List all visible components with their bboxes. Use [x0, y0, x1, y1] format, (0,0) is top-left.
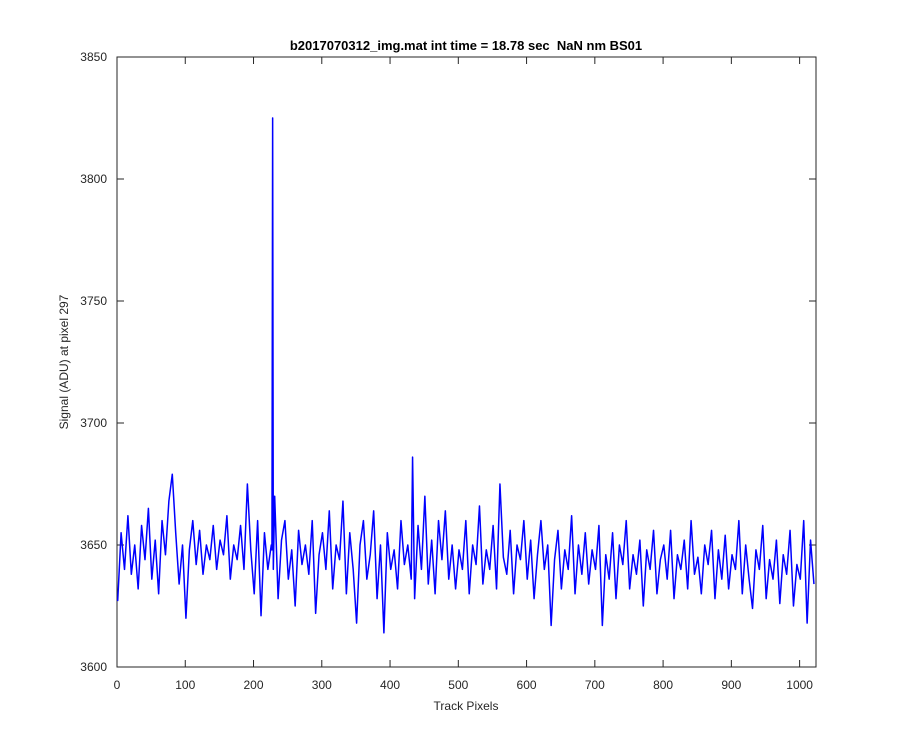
y-tick-label: 3800	[80, 172, 107, 186]
y-tick-label: 3750	[80, 294, 107, 308]
x-tick-label: 400	[380, 678, 400, 692]
x-tick-label: 900	[721, 678, 741, 692]
x-tick-label: 800	[653, 678, 673, 692]
data-line	[116, 117, 815, 634]
x-tick-label: 0	[114, 678, 121, 692]
y-axis-label: Signal (ADU) at pixel 297	[57, 294, 71, 429]
x-axis-label: Track Pixels	[434, 699, 499, 713]
x-tick-label: 1000	[786, 678, 813, 692]
x-tick-label: 100	[175, 678, 195, 692]
y-tick-label: 3850	[80, 50, 107, 64]
chart-title: b2017070312_img.mat int time = 18.78 sec…	[290, 38, 642, 53]
x-tick-label: 300	[312, 678, 332, 692]
x-tick-label: 200	[244, 678, 264, 692]
x-tick-label: 500	[448, 678, 468, 692]
y-tick-label: 3600	[80, 660, 107, 674]
x-tick-label: 700	[585, 678, 605, 692]
plot-frame	[116, 56, 817, 668]
y-tick-label: 3700	[80, 416, 107, 430]
y-tick-label: 3650	[80, 538, 107, 552]
x-tick-label: 600	[517, 678, 537, 692]
